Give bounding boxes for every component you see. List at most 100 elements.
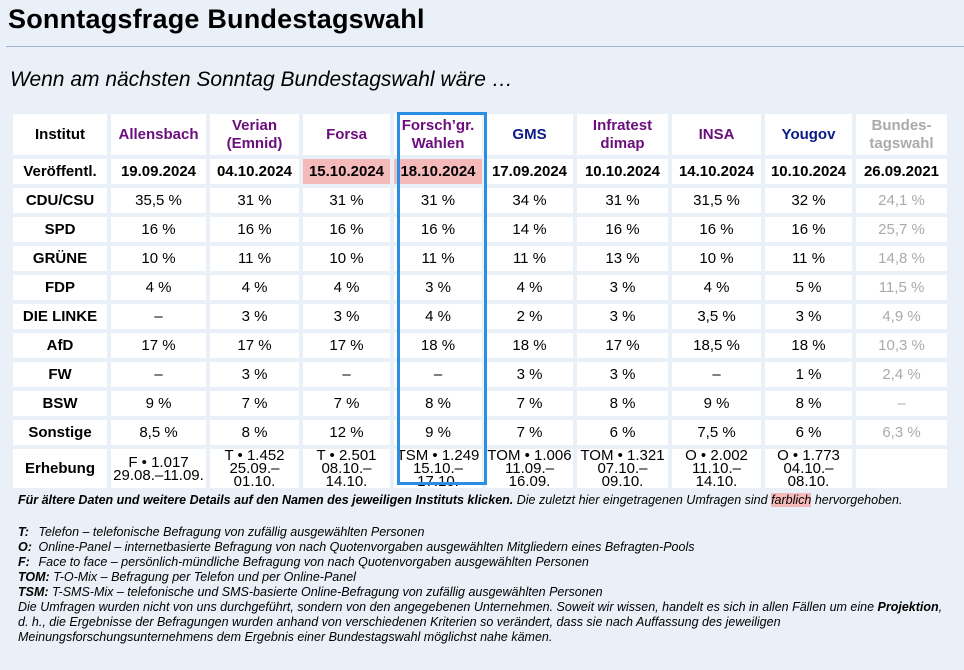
poll-value: 3 %: [765, 304, 852, 329]
party-row: CDU/CSU 35,5 % 31 % 31 % 31 % 34 % 31 % 31,5 % 3…: [13, 188, 947, 213]
survey-period: 11.09.–16.09.: [505, 460, 554, 490]
institute-link-4[interactable]: GMS: [486, 114, 573, 155]
title-divider: [6, 46, 964, 47]
institute-link-5[interactable]: Infratest dimap: [577, 114, 668, 155]
poll-value: 3 %: [577, 362, 668, 387]
published-date: 18.10.2024: [394, 159, 482, 184]
survey-period: 25.09.–01.10.: [229, 460, 280, 490]
published-date: 10.10.2024: [577, 159, 668, 184]
published-date: 14.10.2024: [672, 159, 761, 184]
page-subtitle: Wenn am nächsten Sonntag Bundestagswahl …: [10, 68, 513, 91]
survey-method: TOM • 1.006: [487, 447, 572, 464]
published-date: 17.09.2024: [486, 159, 573, 184]
institute-header-row: Institut Allensbach Verian (Emnid) Forsa For…: [13, 114, 947, 155]
poll-value: 4 %: [486, 275, 573, 300]
poll-value: 11 %: [486, 246, 573, 271]
poll-value: 8 %: [765, 391, 852, 416]
poll-value: 4 %: [111, 275, 206, 300]
poll-value: 34 %: [486, 188, 573, 213]
poll-value: 9 %: [111, 391, 206, 416]
institute-link-6[interactable]: INSA: [672, 114, 761, 155]
poll-value: 8 %: [210, 420, 299, 445]
poll-value: 31 %: [577, 188, 668, 213]
published-row: Veröffentl. 19.09.2024 04.10.2024 15.10.20…: [13, 159, 947, 184]
survey-period: 11.10.–14.10.: [692, 460, 741, 490]
poll-value: 16 %: [672, 217, 761, 242]
notes: Für ältere Daten und weitere Details auf…: [18, 493, 948, 645]
survey-info: T • 1.452 25.09.–01.10.: [210, 447, 299, 490]
poll-value: 14 %: [486, 217, 573, 242]
legend-text: T-O-Mix – Befragung per Telefon und per …: [53, 570, 356, 584]
poll-value: 17 %: [111, 333, 206, 358]
party-label: BSW: [13, 391, 107, 416]
poll-value: 11 %: [210, 246, 299, 271]
poll-value: 11 %: [394, 246, 482, 271]
poll-value: –: [856, 391, 947, 416]
institute-link-2[interactable]: Forsa: [303, 114, 390, 155]
institute-link-0[interactable]: Allensbach: [111, 114, 206, 155]
party-label: FDP: [13, 275, 107, 300]
survey-period: 07.10.–09.10.: [597, 460, 648, 490]
survey-method: T • 2.501: [316, 447, 377, 464]
published-label: Veröffentl.: [13, 159, 107, 184]
poll-value: 3 %: [210, 304, 299, 329]
poll-value: 3 %: [486, 362, 573, 387]
poll-value: 7 %: [486, 420, 573, 445]
poll-value: 4 %: [210, 275, 299, 300]
party-row: DIE LINKE –3 % 3 % 4 % 2 % 3 % 3,5 % 3 % 4,9 %: [13, 304, 947, 329]
institute-name-line2: tagswahl: [869, 134, 934, 152]
poll-value: 3,5 %: [672, 304, 761, 329]
institute-name: Allensbach: [118, 125, 199, 143]
survey-info: O • 1.773 04.10.–08.10.: [765, 448, 852, 489]
survey-label: Erhebung: [13, 449, 107, 488]
legend-text: T-SMS-Mix – telefonische und SMS-basiert…: [52, 585, 603, 599]
survey-period: 15.10.–17.10.: [412, 460, 464, 490]
legend-key: T:: [18, 525, 29, 539]
survey-info: F • 1.017 29.08.–11.09.: [111, 449, 206, 488]
published-date: 19.09.2024: [111, 159, 206, 184]
poll-value: –: [672, 362, 761, 387]
poll-value: 8 %: [394, 391, 482, 416]
institute-link-8: Bundes-tagswahl: [856, 114, 947, 155]
poll-value: 31 %: [394, 188, 482, 213]
party-label: SPD: [13, 217, 107, 242]
poll-value: 3 %: [303, 304, 390, 329]
poll-value: 18 %: [486, 333, 573, 358]
poll-value: 24,1 %: [856, 188, 947, 213]
survey-method: T • 1.452: [224, 447, 285, 464]
poll-value: 3 %: [577, 275, 668, 300]
poll-value: 35,5 %: [111, 188, 206, 213]
poll-value: 16 %: [303, 217, 390, 242]
published-date: 15.10.2024: [303, 159, 390, 184]
poll-value: 7 %: [210, 391, 299, 416]
legend-item: TOM: T-O-Mix – Befragung per Telefon und…: [18, 570, 948, 585]
party-label: FW: [13, 362, 107, 387]
institute-link-1[interactable]: Verian (Emnid): [210, 114, 299, 155]
published-date: 04.10.2024: [210, 159, 299, 184]
institute-link-3[interactable]: Forsch’gr. Wahlen: [394, 114, 482, 155]
institute-name: Forsch’gr.: [401, 116, 475, 134]
poll-value: 10 %: [303, 246, 390, 271]
legend-text: Face to face – persönlich-mündliche Befr…: [38, 555, 589, 569]
poll-value: 3 %: [394, 275, 482, 300]
poll-value: 7,5 %: [672, 420, 761, 445]
institute-link-7[interactable]: Yougov: [765, 114, 852, 155]
poll-value: 16 %: [577, 217, 668, 242]
institute-name: INSA: [698, 125, 735, 143]
poll-value: 12 %: [303, 420, 390, 445]
poll-value: 31 %: [303, 188, 390, 213]
poll-value: –: [394, 362, 482, 387]
page-title: Sonntagsfrage Bundestagswahl: [8, 4, 425, 34]
poll-value: 4 %: [672, 275, 761, 300]
poll-value: 10 %: [111, 246, 206, 271]
survey-info: TSM • 1.249 15.10.–17.10.: [394, 448, 482, 490]
institute-name-line2: Wahlen: [411, 134, 465, 152]
legend-key: O:: [18, 540, 32, 554]
survey-method: F • 1.017: [128, 453, 189, 471]
notes-intro: Für ältere Daten und weitere Details auf…: [18, 493, 903, 507]
institute-name: Verian: [231, 116, 278, 134]
poll-value: 16 %: [111, 217, 206, 242]
poll-value: 2,4 %: [856, 362, 947, 387]
party-row: AfD 17 % 17 % 17 % 18 % 18 % 17 % 18,5 % 18 % 10,…: [13, 333, 947, 358]
poll-value: 31,5 %: [672, 188, 761, 213]
